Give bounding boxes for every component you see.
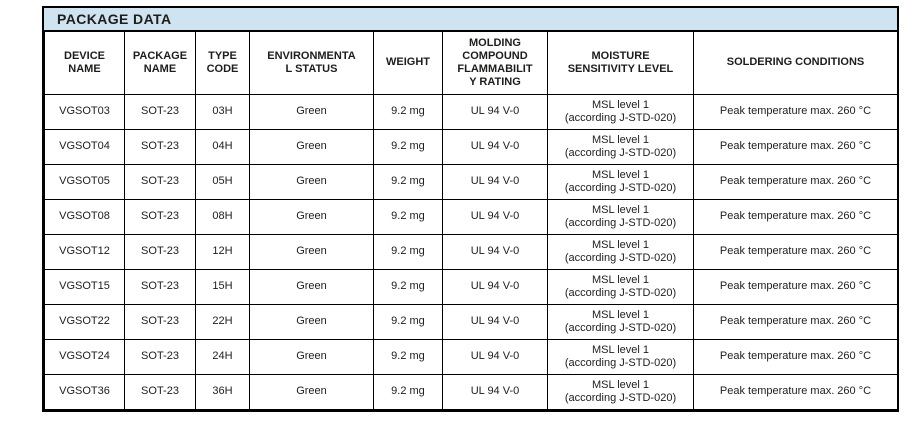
- cell-type-code: 12H: [195, 233, 250, 270]
- header-molding-compound-flammability-rating: MOLDING COMPOUND FLAMMABILIT Y RATING: [442, 30, 548, 95]
- cell-type-code: 24H: [195, 338, 250, 375]
- cell-weight: 9.2 mg: [373, 198, 443, 235]
- cell-moisture-sensitivity-level: MSL level 1 (according J-STD-020): [547, 303, 694, 340]
- cell-soldering-conditions: Peak temperature max. 260 °C: [693, 128, 898, 165]
- cell-environmental-status: Green: [249, 93, 374, 130]
- cell-soldering-conditions: Peak temperature max. 260 °C: [693, 93, 898, 130]
- cell-device-name: VGSOT12: [44, 233, 125, 270]
- cell-device-name: VGSOT08: [44, 198, 125, 235]
- cell-type-code: 08H: [195, 198, 250, 235]
- cell-moisture-sensitivity-level: MSL level 1 (according J-STD-020): [547, 268, 694, 305]
- cell-weight: 9.2 mg: [373, 128, 443, 165]
- cell-soldering-conditions: Peak temperature max. 260 °C: [693, 163, 898, 200]
- cell-molding-compound-flammability-rating: UL 94 V-0: [442, 268, 548, 305]
- cell-device-name: VGSOT03: [44, 93, 125, 130]
- cell-molding-compound-flammability-rating: UL 94 V-0: [442, 198, 548, 235]
- cell-package-name: SOT-23: [124, 338, 196, 375]
- cell-soldering-conditions: Peak temperature max. 260 °C: [693, 268, 898, 305]
- cell-device-name: VGSOT24: [44, 338, 125, 375]
- cell-device-name: VGSOT22: [44, 303, 125, 340]
- cell-weight: 9.2 mg: [373, 268, 443, 305]
- cell-type-code: 04H: [195, 128, 250, 165]
- cell-weight: 9.2 mg: [373, 373, 443, 410]
- cell-device-name: VGSOT04: [44, 128, 125, 165]
- table-row: VGSOT12 SOT-23 12H Green 9.2 mg UL 94 V-0 MSL …: [44, 233, 898, 270]
- cell-molding-compound-flammability-rating: UL 94 V-0: [442, 93, 548, 130]
- cell-device-name: VGSOT05: [44, 163, 125, 200]
- cell-package-name: SOT-23: [124, 128, 196, 165]
- cell-weight: 9.2 mg: [373, 303, 443, 340]
- cell-package-name: SOT-23: [124, 163, 196, 200]
- cell-weight: 9.2 mg: [373, 338, 443, 375]
- cell-moisture-sensitivity-level: MSL level 1 (according J-STD-020): [547, 373, 694, 410]
- cell-environmental-status: Green: [249, 373, 374, 410]
- cell-molding-compound-flammability-rating: UL 94 V-0: [442, 233, 548, 270]
- header-device-name: DEVICE NAME: [44, 30, 125, 95]
- cell-package-name: SOT-23: [124, 233, 196, 270]
- table-row: VGSOT05 SOT-23 05H Green 9.2 mg UL 94 V-0 MSL …: [44, 163, 898, 200]
- cell-soldering-conditions: Peak temperature max. 260 °C: [693, 233, 898, 270]
- cell-moisture-sensitivity-level: MSL level 1 (according J-STD-020): [547, 198, 694, 235]
- cell-soldering-conditions: Peak temperature max. 260 °C: [693, 373, 898, 410]
- cell-moisture-sensitivity-level: MSL level 1 (according J-STD-020): [547, 128, 694, 165]
- cell-moisture-sensitivity-level: MSL level 1 (according J-STD-020): [547, 233, 694, 270]
- header-environmental-status: ENVIRONMENTA L STATUS: [249, 30, 374, 95]
- table-body: VGSOT03 SOT-23 03H Green 9.2 mg UL 94 V-0 MSL …: [44, 93, 898, 410]
- cell-weight: 9.2 mg: [373, 163, 443, 200]
- cell-environmental-status: Green: [249, 303, 374, 340]
- cell-type-code: 05H: [195, 163, 250, 200]
- header-package-name: PACKAGE NAME: [124, 30, 196, 95]
- cell-environmental-status: Green: [249, 233, 374, 270]
- cell-package-name: SOT-23: [124, 93, 196, 130]
- cell-molding-compound-flammability-rating: UL 94 V-0: [442, 338, 548, 375]
- cell-package-name: SOT-23: [124, 198, 196, 235]
- cell-type-code: 03H: [195, 93, 250, 130]
- cell-soldering-conditions: Peak temperature max. 260 °C: [693, 303, 898, 340]
- cell-package-name: SOT-23: [124, 373, 196, 410]
- cell-package-name: SOT-23: [124, 303, 196, 340]
- cell-type-code: 15H: [195, 268, 250, 305]
- cell-environmental-status: Green: [249, 338, 374, 375]
- cell-device-name: VGSOT36: [44, 373, 125, 410]
- header-moisture-sensitivity-level: MOISTURE SENSITIVITY LEVEL: [547, 30, 694, 95]
- cell-type-code: 36H: [195, 373, 250, 410]
- cell-moisture-sensitivity-level: MSL level 1 (according J-STD-020): [547, 93, 694, 130]
- cell-type-code: 22H: [195, 303, 250, 340]
- header-type-code: TYPE CODE: [195, 30, 250, 95]
- cell-soldering-conditions: Peak temperature max. 260 °C: [693, 338, 898, 375]
- cell-molding-compound-flammability-rating: UL 94 V-0: [442, 163, 548, 200]
- cell-molding-compound-flammability-rating: UL 94 V-0: [442, 128, 548, 165]
- cell-environmental-status: Green: [249, 198, 374, 235]
- cell-environmental-status: Green: [249, 128, 374, 165]
- table-row: VGSOT22 SOT-23 22H Green 9.2 mg UL 94 V-0 MSL …: [44, 303, 898, 340]
- table-row: VGSOT08 SOT-23 08H Green 9.2 mg UL 94 V-0 MSL …: [44, 198, 898, 235]
- table-row: VGSOT24 SOT-23 24H Green 9.2 mg UL 94 V-0 MSL …: [44, 338, 898, 375]
- header-weight: WEIGHT: [373, 30, 443, 95]
- package-data-section: PACKAGE DATA DEVICE NAME PACKAGE NAME TY…: [42, 6, 899, 412]
- cell-molding-compound-flammability-rating: UL 94 V-0: [442, 303, 548, 340]
- package-table: DEVICE NAME PACKAGE NAME TYPE CODE ENVIR…: [44, 30, 898, 410]
- table-row: VGSOT15 SOT-23 15H Green 9.2 mg UL 94 V-0 MSL …: [44, 268, 898, 305]
- cell-weight: 9.2 mg: [373, 233, 443, 270]
- cell-package-name: SOT-23: [124, 268, 196, 305]
- cell-moisture-sensitivity-level: MSL level 1 (according J-STD-020): [547, 163, 694, 200]
- table-row: VGSOT36 SOT-23 36H Green 9.2 mg UL 94 V-0 MSL …: [44, 373, 898, 410]
- section-title: PACKAGE DATA: [44, 8, 897, 30]
- cell-environmental-status: Green: [249, 163, 374, 200]
- table-row: VGSOT03 SOT-23 03H Green 9.2 mg UL 94 V-0 MSL …: [44, 93, 898, 130]
- cell-molding-compound-flammability-rating: UL 94 V-0: [442, 373, 548, 410]
- table-header-row: DEVICE NAME PACKAGE NAME TYPE CODE ENVIR…: [44, 30, 898, 95]
- cell-weight: 9.2 mg: [373, 93, 443, 130]
- cell-environmental-status: Green: [249, 268, 374, 305]
- cell-moisture-sensitivity-level: MSL level 1 (according J-STD-020): [547, 338, 694, 375]
- header-soldering-conditions: SOLDERING CONDITIONS: [693, 30, 898, 95]
- cell-soldering-conditions: Peak temperature max. 260 °C: [693, 198, 898, 235]
- table-row: VGSOT04 SOT-23 04H Green 9.2 mg UL 94 V-0 MSL …: [44, 128, 898, 165]
- cell-device-name: VGSOT15: [44, 268, 125, 305]
